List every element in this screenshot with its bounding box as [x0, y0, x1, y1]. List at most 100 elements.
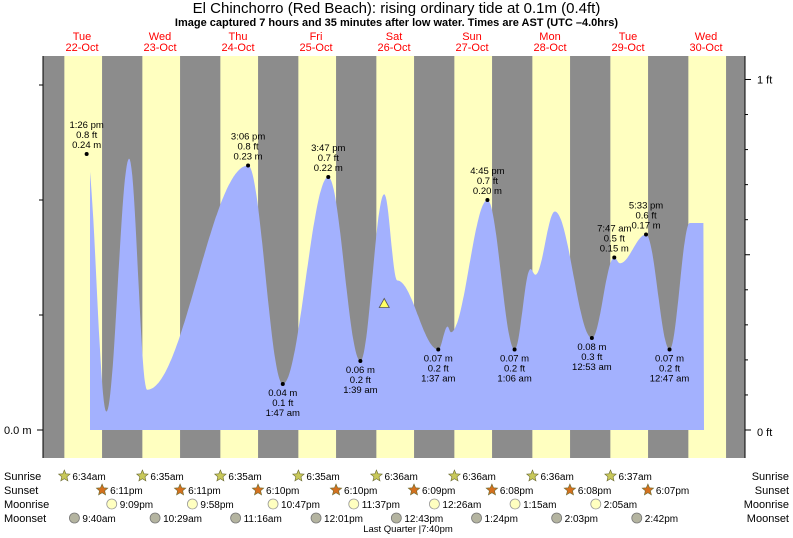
current-tide-marker: [378, 297, 390, 308]
row-label-right: Sunrise: [752, 471, 789, 483]
extreme-feet: 0.1 ft: [272, 398, 293, 409]
day-header-weekday: Wed: [695, 31, 717, 43]
moonrise-icon: [267, 498, 279, 510]
moonrise-icon: [509, 498, 521, 510]
moonrise-icon: [348, 498, 360, 510]
astronomy-rows: Sunrise Sunrise Sunset Sunset Moonrise Moonri…: [4, 469, 789, 535]
tide-area: [90, 158, 704, 430]
day-header-weekday: Mon: [539, 31, 560, 43]
extreme-metres: 0.22 m: [314, 163, 343, 174]
row-label-right: Moonrise: [744, 499, 789, 511]
extreme-feet: 0.2 ft: [659, 364, 680, 375]
moonrise-icon: [590, 498, 602, 510]
right-axis-label: 1 ft: [757, 74, 772, 86]
extreme-metres: 0.20 m: [473, 186, 502, 197]
day-header-date: 28-Oct: [533, 42, 566, 54]
extreme-metres: 0.06 m: [346, 365, 375, 376]
moonrise-time: 1:15am: [523, 500, 556, 511]
extreme-dot: [589, 336, 594, 340]
extreme-feet: 0.2 ft: [350, 375, 371, 386]
sunrise-time: 6:35am: [228, 472, 261, 483]
row-label-left: Moonset: [4, 513, 46, 525]
extreme-dot: [667, 347, 672, 352]
extreme-metres: 0.23 m: [234, 152, 263, 163]
sunrise-time: 6:36am: [540, 472, 573, 483]
extreme-feet: 0.5 ft: [604, 234, 625, 245]
sunset-icon: [329, 483, 343, 496]
sunrise-time: 6:37am: [619, 472, 652, 483]
extreme-feet: 0.7 ft: [477, 176, 498, 187]
extreme-dot: [612, 255, 617, 260]
sunset-icon: [563, 483, 577, 496]
moon-phase-label: Last Quarter |7:40pm: [363, 524, 453, 535]
extreme-time: 1:06 am: [497, 374, 531, 385]
moonset-icon: [230, 512, 242, 524]
sunset-time: 6:10pm: [266, 486, 299, 497]
extreme-dot: [512, 347, 517, 352]
page-title: El Chinchorro (Red Beach): rising ordina…: [192, 0, 601, 17]
sunrise-icon: [291, 469, 305, 482]
extreme-feet: 0.2 ft: [504, 364, 525, 375]
day-header-date: 30-Oct: [689, 42, 722, 54]
sunrise-time: 6:35am: [306, 472, 339, 483]
extreme-dot: [280, 382, 285, 386]
sunrise-icon: [447, 469, 461, 482]
row-label-right: Moonset: [747, 513, 789, 525]
extreme-time: 1:39 am: [343, 385, 377, 396]
sunrise-time: 6:35am: [150, 472, 183, 483]
extreme-time: 1:37 am: [421, 374, 455, 385]
extreme-time: 1:26 pm: [69, 120, 103, 131]
extreme-dot: [358, 359, 363, 363]
extreme-time: 7:47 am: [597, 224, 631, 235]
moonset-icon: [390, 512, 402, 524]
day-header-weekday: Fri: [310, 31, 323, 43]
moonset-time: 12:43pm: [404, 514, 443, 525]
day-header-date: 24-Oct: [221, 42, 254, 54]
extreme-dot: [485, 198, 490, 202]
sunset-time: 6:07pm: [656, 486, 689, 497]
extreme-metres: 0.04 m: [268, 388, 297, 399]
day-header-date: 26-Oct: [377, 42, 410, 54]
moonrise-time: 9:09pm: [120, 500, 153, 511]
sunset-icon: [95, 483, 109, 496]
day-headers: Tue22-OctWed23-OctThu24-OctFri25-OctSat2…: [65, 31, 722, 54]
moonrise-icon: [429, 498, 440, 510]
extreme-dot: [644, 232, 649, 237]
row-label-left: Moonrise: [4, 499, 49, 511]
extreme-time: 12:53 am: [572, 362, 612, 373]
extreme-time: 4:45 pm: [470, 166, 504, 177]
extreme-feet: 0.8 ft: [76, 130, 97, 141]
extreme-metres: 0.08 m: [577, 342, 606, 353]
extreme-time: 5:33 pm: [629, 201, 663, 212]
day-header-date: 29-Oct: [611, 42, 644, 54]
extreme-dot: [436, 347, 441, 352]
extreme-metres: 0.24 m: [72, 140, 101, 151]
moonset-time: 10:29am: [163, 514, 202, 525]
moonset-icon: [471, 512, 482, 524]
extreme-metres: 0.07 m: [424, 354, 453, 365]
extreme-metres: 0.07 m: [500, 354, 529, 365]
moonrise-icon: [186, 498, 198, 510]
row-label-right: Sunset: [755, 485, 789, 497]
moonset-time: 1:24pm: [485, 514, 518, 525]
extreme-metres: 0.15 m: [600, 244, 629, 255]
day-header-date: 22-Oct: [65, 42, 98, 54]
sunrise-icon: [604, 469, 617, 482]
tide-curve: [90, 158, 704, 430]
day-header-weekday: Sun: [462, 31, 482, 43]
extreme-feet: 0.2 ft: [428, 364, 449, 375]
page-subtitle: Image captured 7 hours and 35 minutes af…: [174, 17, 619, 29]
sunset-icon: [173, 483, 187, 496]
extreme-time: 3:06 pm: [231, 132, 265, 143]
moonrise-time: 9:58pm: [200, 500, 233, 511]
extreme-time: 1:47 am: [266, 408, 300, 419]
extreme-feet: 0.6 ft: [635, 211, 656, 222]
sunset-icon: [407, 483, 421, 496]
sunrise-icon: [213, 469, 227, 482]
day-header-weekday: Thu: [229, 31, 248, 43]
day-header-date: 27-Oct: [455, 42, 488, 54]
sunrise-time: 6:36am: [384, 472, 417, 483]
day-header-date: 25-Oct: [299, 42, 332, 54]
day-header-weekday: Tue: [73, 31, 92, 43]
